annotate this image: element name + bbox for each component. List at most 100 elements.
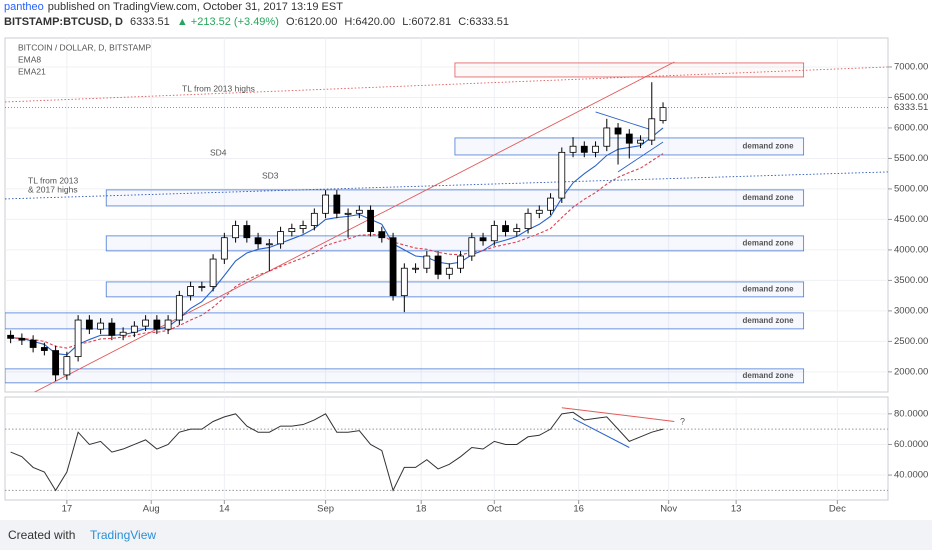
candle-body <box>547 197 554 211</box>
candle-body <box>187 286 194 297</box>
candle-body <box>524 212 532 229</box>
demand-zone <box>5 312 805 330</box>
trendline <box>33 61 675 392</box>
demand-zone <box>5 368 805 384</box>
candle-body <box>468 237 476 257</box>
candle-body <box>7 334 15 339</box>
candle-body <box>142 319 150 327</box>
candle-body <box>625 133 633 144</box>
y-tick-label: 4500.00 <box>894 214 928 225</box>
candle-body <box>119 331 127 336</box>
candle-body <box>254 237 262 245</box>
y-tick-label: 2000.00 <box>894 366 928 377</box>
y-tick-label: 6500.00 <box>894 92 928 103</box>
y-tick-label: 2500.00 <box>894 336 928 347</box>
candle-body <box>614 127 622 135</box>
last-price-box <box>889 101 931 114</box>
candle-body <box>400 267 408 297</box>
candle-body <box>367 209 374 233</box>
x-tick-label: 13 <box>731 504 742 515</box>
y-tick-label: 5500.00 <box>894 153 928 164</box>
x-tick-label: Dec <box>829 504 846 515</box>
zone-label: demand zone <box>743 316 795 325</box>
zone-label: demand zone <box>743 142 795 151</box>
candle-body <box>535 209 543 214</box>
candle-body <box>502 225 509 233</box>
y-tick-label: 3500.00 <box>894 275 928 286</box>
candle-body <box>490 225 498 242</box>
main-pane <box>4 37 889 393</box>
candle-body <box>479 237 487 242</box>
candle-body <box>277 231 284 245</box>
candle-body <box>265 243 273 246</box>
candle-body <box>52 350 60 376</box>
y-tick-label: 7000.00 <box>894 61 928 72</box>
y-tick-label: 5000.00 <box>894 183 928 194</box>
zone-label: demand zone <box>743 238 795 247</box>
symbol: BITSTAMP:BTCUSD, D <box>4 16 123 28</box>
candle-body <box>310 212 318 226</box>
low: L:6072.81 <box>402 16 452 28</box>
trendline <box>5 66 888 103</box>
quote-line: BITSTAMP:BTCUSD, D 6333.51 ▲ +213.52 (+3… <box>4 15 924 30</box>
candle-body <box>232 225 239 239</box>
x-tick-label: Oct <box>487 504 502 515</box>
resistance-box <box>454 62 805 78</box>
candle-body <box>333 194 341 214</box>
rsi-trendline <box>561 407 675 422</box>
candle-body <box>288 228 296 233</box>
open: O:6120.00 <box>285 16 338 28</box>
candle-body <box>355 209 363 214</box>
candle-body <box>580 145 588 153</box>
legend-entry: EMA21 <box>18 66 46 76</box>
candle-body <box>153 319 161 330</box>
candle-body <box>412 267 419 270</box>
close: C:6333.51 <box>458 16 509 28</box>
y-tick-label: 4000.00 <box>894 244 928 255</box>
candle-body <box>220 237 228 260</box>
candle-body <box>18 337 26 341</box>
candle-body <box>378 231 386 239</box>
candle-body <box>74 319 82 358</box>
axes: 17 Aug 14 Sep 18 Oct 16 Nov 13 Dec 2000.00 2500.00 3… <box>5 42 931 515</box>
main-plot: demand zone demand zone demand zone demand … <box>5 38 888 392</box>
rsi-line <box>10 411 664 492</box>
published: published on TradingView.com, October 31… <box>47 1 343 13</box>
candle-body <box>63 356 71 376</box>
brand[interactable]: TradingView <box>90 528 157 542</box>
x-tick-label: 16 <box>573 504 584 515</box>
zone-label: demand zone <box>743 193 795 202</box>
annotation: & 2017 highs <box>28 184 78 194</box>
x-tick-label: 14 <box>219 504 230 515</box>
candle-body <box>198 286 206 288</box>
zone-label: demand zone <box>743 285 795 294</box>
candle-body <box>457 255 464 269</box>
candle-body <box>130 325 138 333</box>
candle-body <box>175 295 183 321</box>
demand-zone <box>105 189 805 207</box>
price: 6333.51 <box>130 16 170 28</box>
author[interactable]: pantheo <box>4 1 44 13</box>
chart: demand zone demand zone demand zone demand … <box>4 37 931 515</box>
candle-body <box>164 319 172 330</box>
trendline <box>595 111 652 131</box>
chart-title: BITCOIN / DOLLAR, D, BITSTAMP <box>18 42 151 52</box>
header: pantheo published on TradingView.com, Oct… <box>4 0 924 30</box>
candle-body <box>97 322 105 330</box>
x-tick-label: 17 <box>62 504 73 515</box>
candle-body <box>209 258 217 287</box>
candle-body <box>344 212 352 215</box>
y-tick-label: 40.0000 <box>894 470 928 481</box>
annotation: TL from 2013 highs <box>182 83 255 93</box>
candle-body <box>40 347 48 351</box>
y-tick-label: 3000.00 <box>894 305 928 316</box>
last-price-label: 6333.51 <box>894 102 928 113</box>
publish-line: pantheo published on TradingView.com, Oct… <box>4 0 924 15</box>
annotation: ? <box>680 416 685 426</box>
candle-body <box>603 127 611 147</box>
candle-body <box>299 225 307 229</box>
rsi-pane <box>4 396 889 501</box>
candle-body <box>434 255 442 275</box>
candle-body <box>322 194 329 214</box>
